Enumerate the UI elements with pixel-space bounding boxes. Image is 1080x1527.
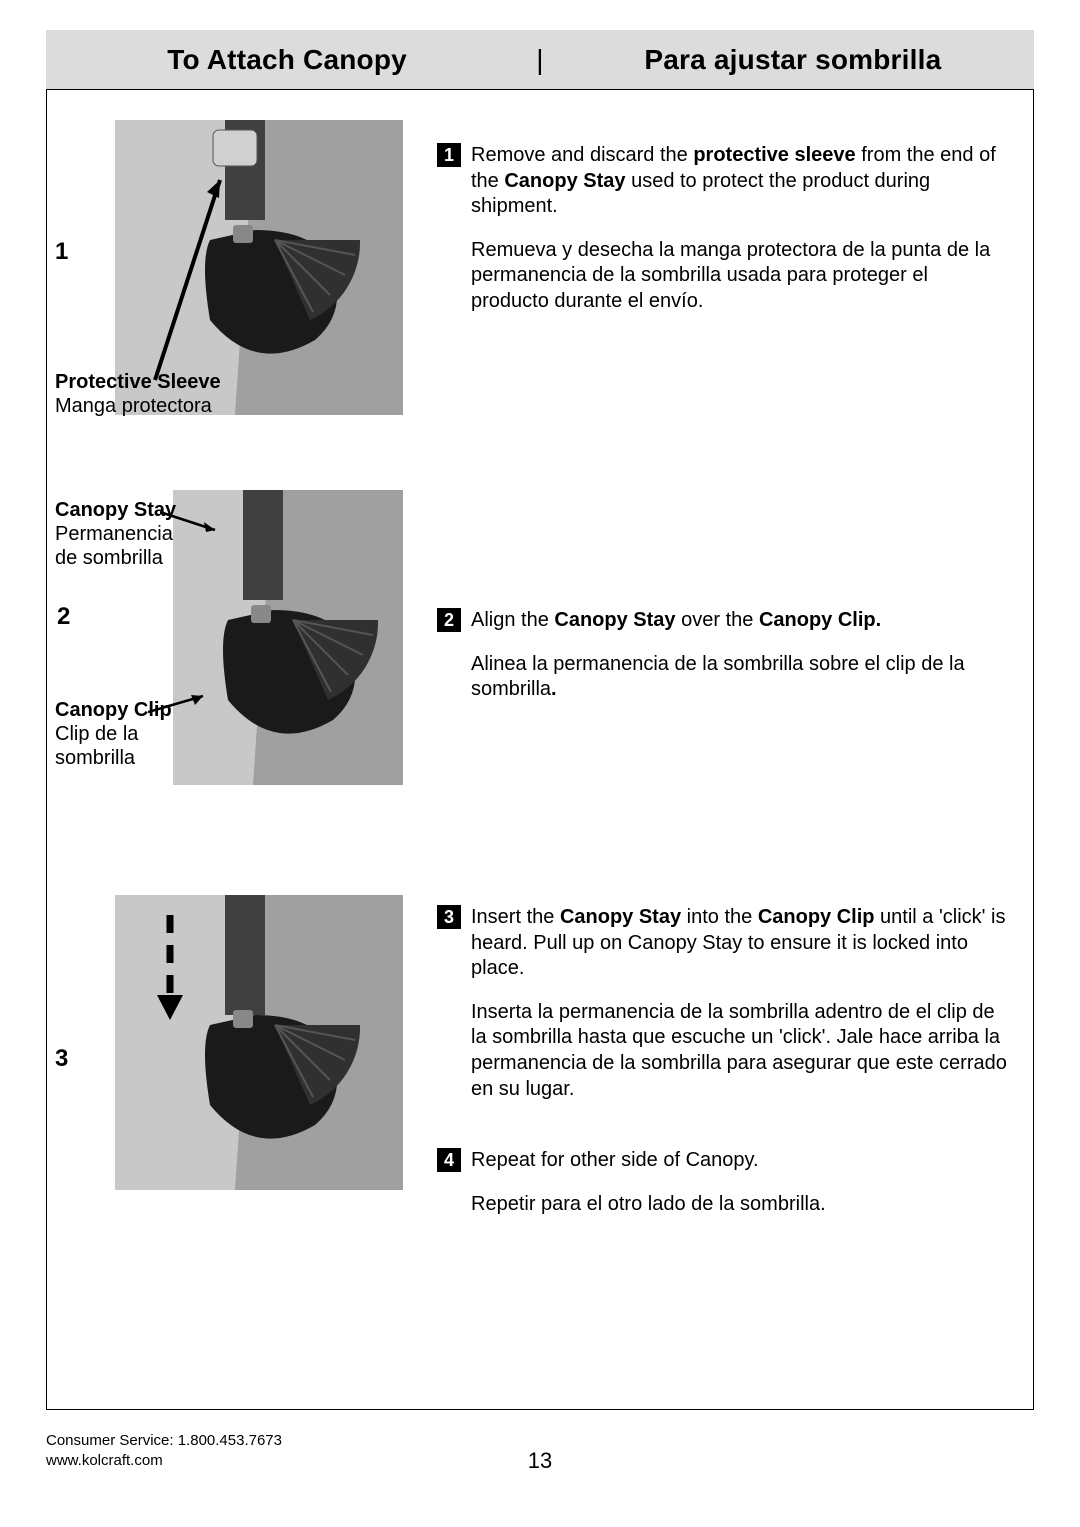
- header-title-en: To Attach Canopy: [46, 44, 528, 76]
- callout-canopy-stay-es-l2: de sombrilla: [55, 546, 176, 570]
- callout-canopy-clip-es-l2: sombrilla: [55, 746, 172, 770]
- arrow-canopy-stay: [160, 508, 230, 538]
- callout-canopy-stay-es-l1: Permanencia: [55, 522, 176, 546]
- step-3-text: Insert the Canopy Stay into the Canopy C…: [471, 905, 1011, 1102]
- page-number: 13: [0, 1448, 1080, 1474]
- callout-canopy-stay-en: Canopy Stay: [55, 498, 176, 522]
- callout-protective-sleeve-en: Protective Sleeve: [55, 370, 221, 394]
- step-1-block: 1 Remove and discard the protective slee…: [437, 143, 1007, 333]
- figure-2-callout-stay: Canopy Stay Permanencia de sombrilla: [55, 498, 176, 570]
- step-4-en: Repeat for other side of Canopy.: [471, 1149, 759, 1171]
- step-3-badge: 3: [437, 905, 461, 929]
- step-2-en-b1: Canopy Stay: [554, 609, 675, 631]
- step-4-block: 4 Repeat for other side of Canopy. Repet…: [437, 1148, 1007, 1248]
- step-2-es: Alinea la permanencia de la sombrilla so…: [471, 653, 965, 701]
- figure-1-number: 1: [55, 238, 68, 266]
- step-2-en-b2: Canopy Clip.: [759, 609, 881, 631]
- step-2-block: 2 Align the Canopy Stay over the Canopy …: [437, 608, 1007, 748]
- step-3-en-pre: Insert the: [471, 906, 560, 928]
- step-3-en-b2: Canopy Clip: [758, 906, 875, 928]
- arrow-canopy-clip: [148, 692, 218, 718]
- step-1-badge: 1: [437, 143, 461, 167]
- callout-protective-sleeve-es: Manga protectora: [55, 394, 221, 418]
- step-3-block: 3 Insert the Canopy Stay into the Canopy…: [437, 905, 1007, 1125]
- header-bar: To Attach Canopy | Para ajustar sombrill…: [46, 30, 1034, 90]
- header-divider: |: [528, 44, 551, 76]
- figure-2-number: 2: [57, 603, 70, 631]
- step-3-es: Inserta la permanencia de la sombrilla a…: [471, 1000, 1011, 1102]
- step-2-en-pre: Align the: [471, 609, 554, 631]
- figure-3-number: 3: [55, 1045, 68, 1073]
- step-3-en-b1: Canopy Stay: [560, 906, 681, 928]
- step-4-badge: 4: [437, 1148, 461, 1172]
- figure-3-image: [115, 895, 403, 1190]
- header-title-es: Para ajustar sombrilla: [552, 44, 1034, 76]
- step-1-en-pre: Remove and discard the: [471, 144, 693, 166]
- step-1-text: Remove and discard the protective sleeve…: [471, 143, 1011, 315]
- step-1-es: Remueva y desecha la manga protectora de…: [471, 238, 1011, 315]
- step-3-en-mid: into the: [681, 906, 758, 928]
- step-1-en-b2: Canopy Stay: [504, 170, 625, 192]
- step-1-en-b1: protective sleeve: [693, 144, 855, 166]
- step-4-text: Repeat for other side of Canopy. Repetir…: [471, 1148, 1011, 1217]
- step-2-en-mid: over the: [676, 609, 759, 631]
- figure-1-callout: Protective Sleeve Manga protectora: [55, 370, 221, 418]
- step-4-es: Repetir para el otro lado de la sombrill…: [471, 1192, 1011, 1218]
- callout-canopy-clip-es-l1: Clip de la: [55, 722, 172, 746]
- step-2-es-dot: .: [551, 678, 557, 700]
- step-2-text: Align the Canopy Stay over the Canopy Cl…: [471, 608, 1011, 703]
- step-2-badge: 2: [437, 608, 461, 632]
